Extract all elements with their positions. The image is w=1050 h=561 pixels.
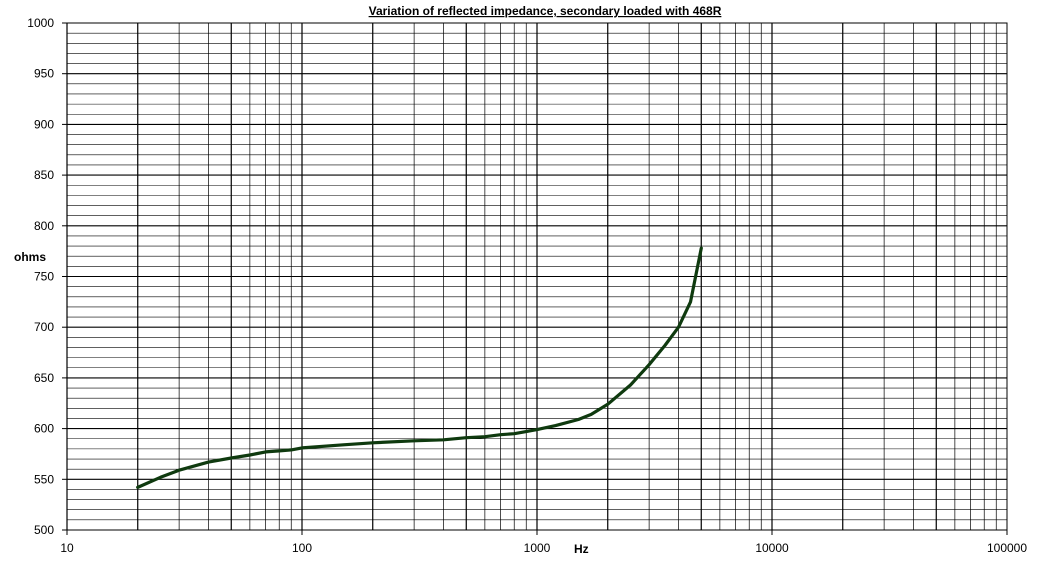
data-point xyxy=(513,433,515,435)
x-tick-label: 10000 xyxy=(755,541,789,555)
data-point xyxy=(536,429,538,431)
x-tick-label: 100000 xyxy=(987,541,1027,555)
y-tick-label: 800 xyxy=(34,219,54,233)
data-point xyxy=(590,413,592,416)
data-point xyxy=(342,444,344,446)
y-tick-label: 600 xyxy=(34,422,54,436)
series-layer xyxy=(136,246,703,489)
data-point xyxy=(465,437,467,439)
y-tick-label: 500 xyxy=(34,523,54,537)
data-point xyxy=(290,449,292,451)
data-point xyxy=(525,431,527,433)
data-point xyxy=(264,451,267,453)
data-point xyxy=(159,476,162,478)
data-point xyxy=(301,447,303,449)
data-point xyxy=(664,344,666,347)
data-point xyxy=(278,450,280,452)
x-tick-labels: 10 100 1000 10000 100000 xyxy=(60,530,1027,555)
x-tick-label: 10 xyxy=(60,541,74,555)
data-point xyxy=(442,439,445,441)
y-tick-label: 650 xyxy=(34,371,54,385)
data-point xyxy=(629,384,632,386)
y-tick-label: 700 xyxy=(34,320,54,334)
x-axis-label: Hz xyxy=(574,542,589,556)
data-point xyxy=(499,434,502,436)
x-tick-label: 1000 xyxy=(524,541,551,555)
y-tick-label: 950 xyxy=(34,67,54,81)
data-point xyxy=(413,440,415,442)
data-point xyxy=(577,418,579,421)
chart-title: Variation of reflected impedance, second… xyxy=(369,4,722,18)
y-tick-label: 550 xyxy=(34,472,54,486)
data-point xyxy=(178,469,180,471)
y-tick-label: 750 xyxy=(34,270,54,284)
y-tick-label: 900 xyxy=(34,117,54,131)
y-axis-label: ohms xyxy=(14,250,46,264)
y-tick-label: 1000 xyxy=(27,16,54,30)
x-tick-label: 100 xyxy=(292,541,312,555)
data-point xyxy=(484,436,486,438)
data-point xyxy=(137,486,139,489)
data-point xyxy=(372,442,374,444)
data-point xyxy=(648,364,650,366)
data-point xyxy=(677,326,680,328)
y-tick-labels: 500 550 600 650 700 750 800 850 900 950 1000 xyxy=(27,16,67,537)
data-point xyxy=(607,403,609,405)
data-point xyxy=(207,461,210,463)
series-line xyxy=(136,246,703,489)
y-tick-label: 850 xyxy=(34,168,54,182)
data-point xyxy=(249,454,251,456)
data-point xyxy=(555,424,557,427)
data-point xyxy=(689,301,692,303)
data-point xyxy=(230,457,232,459)
data-point xyxy=(700,247,702,249)
